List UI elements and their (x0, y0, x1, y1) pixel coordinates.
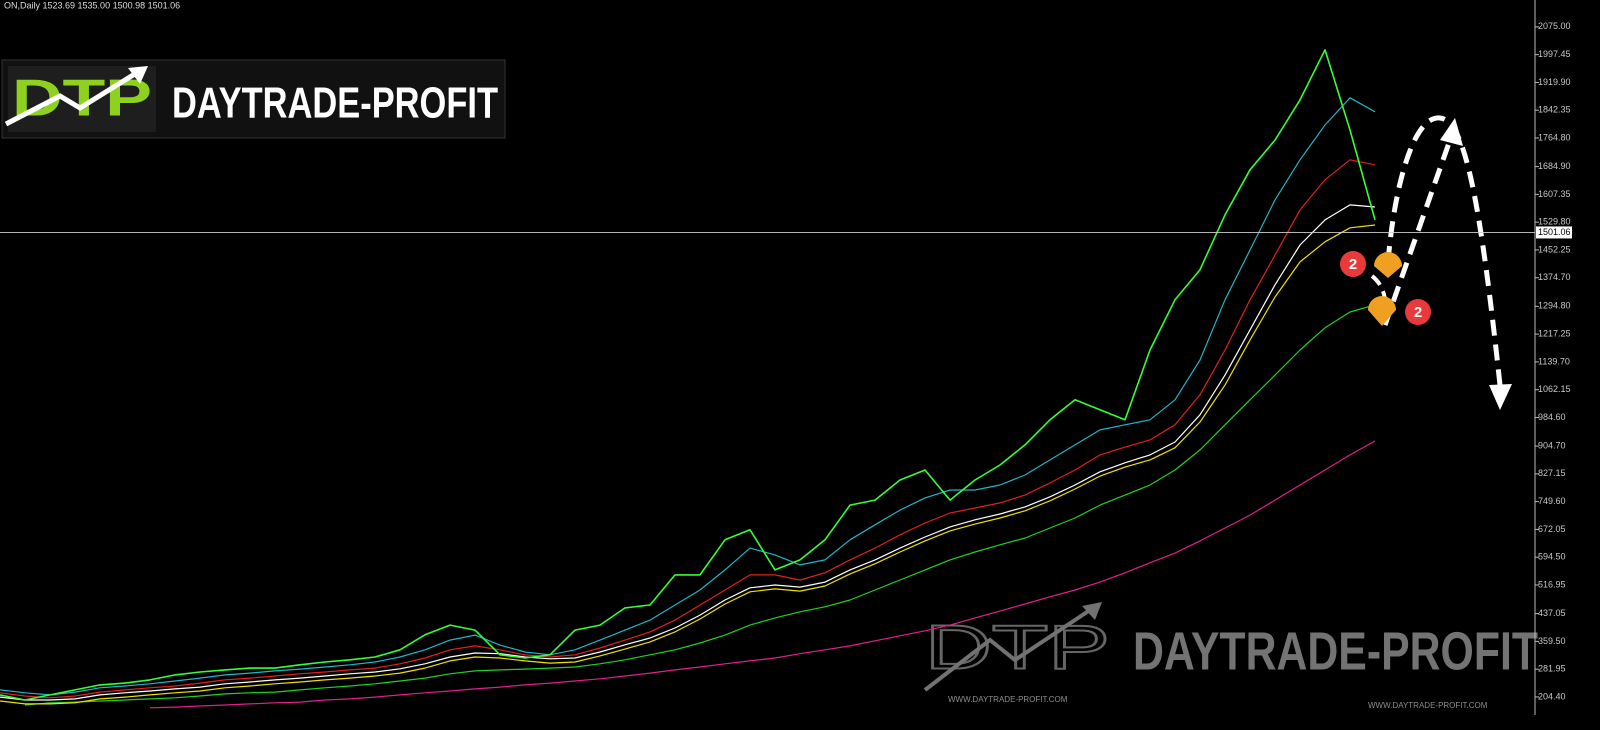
badge-label: 2 (1349, 256, 1357, 273)
header: ON,Daily 1523.69 1535.00 1500.98 1501.06 (4, 0, 180, 10)
y-tick-label: 984.60 (1538, 412, 1566, 422)
badge (1340, 251, 1366, 277)
series-line (0, 97, 1376, 696)
y-tick-label: 749.60 (1538, 496, 1566, 506)
y-tick-label: 1139.70 (1538, 356, 1570, 366)
y-tick-label: 1842.35 (1538, 105, 1571, 115)
current-price-box (1536, 226, 1572, 239)
y-tick-label: 827.15 (1538, 468, 1566, 478)
y-tick-label: 1919.90 (1538, 77, 1571, 87)
arrow-head (1440, 118, 1463, 146)
y-tick-label: 1374.70 (1538, 272, 1571, 282)
plot (0, 49, 1376, 709)
watermark-arrow-head (1082, 602, 1102, 620)
watermark-text: DAYTRADE-PROFIT (1133, 621, 1538, 681)
y-tick-label: 594.50 (1538, 552, 1566, 562)
y-tick-label: 2075.00 (1538, 21, 1571, 31)
alert-pin (1374, 251, 1402, 278)
logo-text: DAYTRADE-PROFIT (172, 79, 498, 128)
series-line (24, 304, 1376, 706)
dashed-arrow (1385, 115, 1503, 386)
logo-arrow-head (128, 66, 148, 84)
y-tick-label: 516.95 (1538, 579, 1566, 589)
series-line (149, 440, 1376, 709)
watermark-url: WWW.DAYTRADE-PROFIT.COM (1368, 701, 1488, 710)
arrow-head (1489, 384, 1512, 410)
badge (1405, 299, 1431, 325)
y-tick-label: 1062.15 (1538, 384, 1571, 394)
y-tick-label: 204.40 (1538, 691, 1566, 701)
logo-arrow (4, 69, 140, 127)
current-price-label: 1501.06 (1538, 227, 1571, 237)
series-line (0, 224, 1376, 705)
y-tick-label: 359.50 (1538, 636, 1566, 646)
y-tick-label: 1294.80 (1538, 301, 1571, 311)
annotations: 2 2 (1340, 115, 1512, 410)
watermark-url: WWW.DAYTRADE-PROFIT.COM (948, 695, 1068, 704)
y-tick-label: 1997.45 (1538, 49, 1571, 59)
y-tick-label: 281.95 (1538, 664, 1566, 674)
y-tick-label: 1764.80 (1538, 132, 1571, 142)
y-tick-label: 1684.90 (1538, 161, 1571, 171)
badge-label: 2 (1414, 304, 1422, 321)
y-tick-label: 1529.80 (1538, 217, 1571, 227)
logo: DTP DAYTRADE-PROFIT (1, 59, 506, 139)
y-tick-label: 672.05 (1538, 524, 1566, 534)
y-tick-label: 1217.25 (1538, 329, 1571, 339)
watermark-arrow (923, 608, 1092, 692)
series-line (0, 159, 1376, 699)
y-tick-label: 1452.25 (1538, 244, 1571, 254)
series-line (0, 49, 1376, 701)
watermark: DTP DAYTRADE-PROFIT WWW.DAYTRADE-PROFIT.… (923, 602, 1538, 710)
series-line (0, 204, 1376, 701)
dashed-arrow (1382, 139, 1453, 326)
y-tick-label: 1607.35 (1538, 189, 1571, 199)
y-tick-label: 904.70 (1538, 440, 1566, 450)
alert-pin (1368, 296, 1396, 326)
y-tick-label: 437.05 (1538, 608, 1566, 618)
